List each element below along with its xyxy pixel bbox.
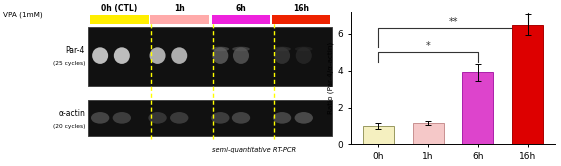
Text: (20 cycles): (20 cycles) <box>53 124 85 129</box>
Ellipse shape <box>295 112 313 124</box>
Bar <box>512 25 544 144</box>
Text: VPA (1mM): VPA (1mM) <box>3 12 43 18</box>
Ellipse shape <box>212 47 228 64</box>
Ellipse shape <box>295 47 312 51</box>
Ellipse shape <box>170 112 188 124</box>
Bar <box>89 100 332 136</box>
Bar <box>90 15 149 24</box>
Ellipse shape <box>211 112 229 124</box>
Bar <box>362 126 394 144</box>
Text: 1h: 1h <box>174 4 185 13</box>
Text: (25 cycles): (25 cycles) <box>53 61 85 66</box>
Ellipse shape <box>92 47 108 64</box>
Ellipse shape <box>232 47 250 51</box>
Bar <box>150 15 209 24</box>
Ellipse shape <box>211 47 229 51</box>
Ellipse shape <box>113 112 131 124</box>
Ellipse shape <box>274 47 290 64</box>
Bar <box>212 15 270 24</box>
Ellipse shape <box>150 47 165 64</box>
Bar <box>412 123 444 144</box>
Ellipse shape <box>232 112 250 124</box>
Text: **: ** <box>448 17 458 27</box>
Ellipse shape <box>171 47 187 64</box>
Text: semi-quantitative RT-PCR: semi-quantitative RT-PCR <box>211 147 296 153</box>
Bar <box>272 15 330 24</box>
Text: α-actin: α-actin <box>58 109 85 118</box>
Text: 16h: 16h <box>293 4 309 13</box>
Ellipse shape <box>233 47 249 64</box>
Bar <box>89 27 332 86</box>
Text: *: * <box>426 41 430 51</box>
Ellipse shape <box>273 112 291 124</box>
Ellipse shape <box>91 112 109 124</box>
Ellipse shape <box>273 47 291 51</box>
Ellipse shape <box>148 112 167 124</box>
Ellipse shape <box>114 47 130 64</box>
Ellipse shape <box>296 47 312 64</box>
Text: Par-4: Par-4 <box>66 46 85 55</box>
Text: 6h: 6h <box>236 4 246 13</box>
Y-axis label: Ratio (Par-4/α-actin): Ratio (Par-4/α-actin) <box>328 42 334 114</box>
Bar <box>462 73 494 144</box>
Text: 0h (CTL): 0h (CTL) <box>101 4 137 13</box>
